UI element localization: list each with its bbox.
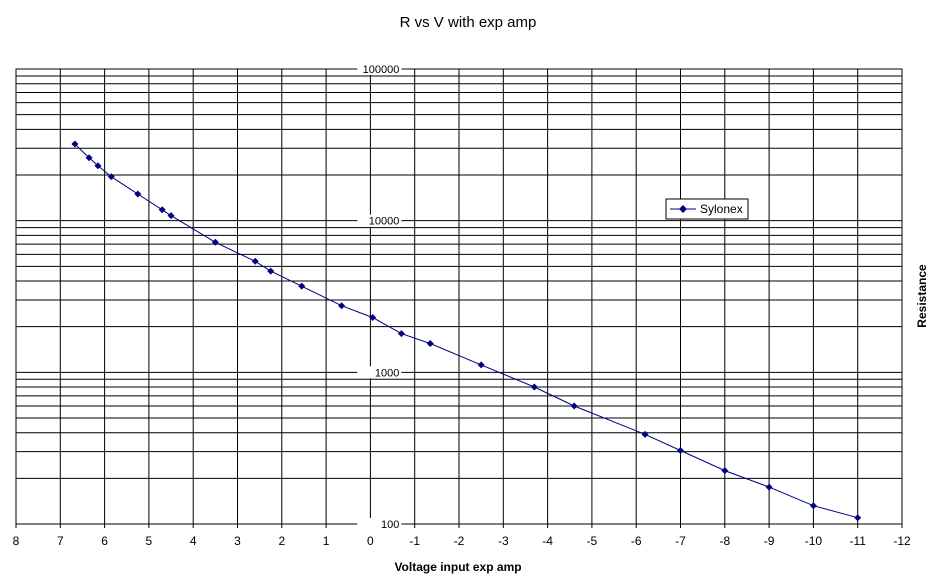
chart-title: R vs V with exp amp <box>400 14 537 31</box>
data-point-0-7 <box>211 238 219 246</box>
data-point-0-19 <box>677 447 684 455</box>
x-tick-labels: 8 7 6 5 4 3 2 1 0 -1 -2 -3 -4 -5 -6 -7 -8 -9 -10 -11 -12 <box>13 534 911 548</box>
data-point-0-10 <box>298 282 306 290</box>
x-tick-label-17: -9 <box>764 534 775 548</box>
x-tick-label-12: -4 <box>542 534 553 548</box>
y-tick-label-1: 1000 <box>375 367 399 379</box>
data-point-0-2 <box>94 162 102 170</box>
y-tick-label-bg-1 <box>357 366 402 379</box>
data-point-0-16 <box>530 383 538 391</box>
x-tick-label-13: -5 <box>587 534 598 548</box>
x-tick-label-14: -6 <box>631 534 642 548</box>
x-tick-label-20: -12 <box>893 534 911 548</box>
y-tick-labels: 100 1000 10000 100000 <box>357 63 402 531</box>
data-point-0-14 <box>426 339 434 347</box>
data-point-0-13 <box>397 330 405 338</box>
legend-marker <box>679 205 687 213</box>
x-tick-label-9: -1 <box>409 534 420 548</box>
data-point-0-18 <box>641 430 649 438</box>
y-tick-label-3: 100000 <box>363 64 400 76</box>
y-tick-label-bg-3 <box>357 63 402 75</box>
x-tick-label-15: -7 <box>675 534 686 548</box>
data-point-0-3 <box>107 173 115 181</box>
x-tick-label-0: 8 <box>13 534 20 548</box>
data-point-0-23 <box>854 514 862 522</box>
series-layer <box>71 140 862 522</box>
data-point-0-0 <box>71 140 79 148</box>
x-tick-label-18: -10 <box>805 534 823 548</box>
legend: Sylonex <box>665 198 749 220</box>
y-tick-label-bg-0 <box>357 518 402 530</box>
data-point-0-22 <box>809 502 817 510</box>
x-tick-label-6: 2 <box>278 534 285 548</box>
data-point-0-9 <box>267 267 275 275</box>
data-point-0-5 <box>158 206 166 214</box>
x-axis-title: Voltage input exp amp <box>394 560 521 574</box>
data-point-0-1 <box>85 154 93 162</box>
x-tick-label-11: -3 <box>498 534 509 548</box>
data-point-0-17 <box>570 402 578 410</box>
data-point-0-11 <box>338 302 346 310</box>
x-tick-label-16: -8 <box>719 534 730 548</box>
y-tick-label-bg-2 <box>357 214 402 227</box>
y-tick-label-0: 100 <box>381 519 399 531</box>
x-tick-label-5: 3 <box>234 534 241 548</box>
series-line-0 <box>74 143 858 519</box>
x-tick-label-8: 0 <box>367 534 374 548</box>
data-point-0-21 <box>765 483 773 491</box>
y-tick-label-2: 10000 <box>369 216 400 228</box>
grid <box>15 69 903 528</box>
x-tick-label-10: -2 <box>454 534 465 548</box>
x-tick-label-4: 4 <box>190 534 197 548</box>
x-tick-label-19: -11 <box>849 534 866 548</box>
x-tick-label-2: 6 <box>101 534 108 548</box>
data-point-0-4 <box>134 190 142 198</box>
legend-label: Sylonex <box>700 202 743 216</box>
data-point-0-12 <box>369 313 377 321</box>
data-point-0-20 <box>721 467 729 475</box>
data-point-0-15 <box>477 361 485 369</box>
data-point-0-6 <box>167 212 175 220</box>
x-tick-label-7: 1 <box>323 534 330 548</box>
data-point-0-8 <box>251 257 259 265</box>
x-tick-label-1: 7 <box>57 534 64 548</box>
legend-box <box>665 198 749 220</box>
y-axis-title: Resistance <box>915 264 929 328</box>
x-tick-label-3: 5 <box>146 534 153 548</box>
